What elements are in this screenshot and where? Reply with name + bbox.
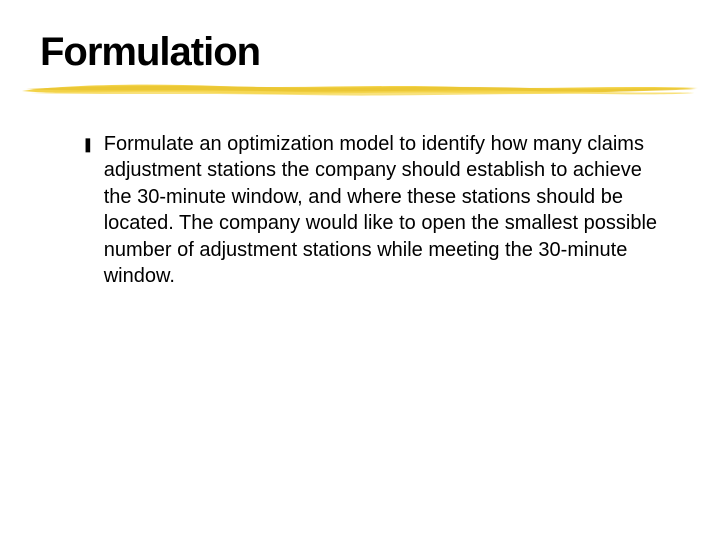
- slide: Formulation ❚ Formulate an optimization …: [0, 0, 720, 540]
- slide-title: Formulation: [40, 30, 680, 75]
- title-underline: [40, 83, 680, 103]
- body-content: ❚ Formulate an optimization model to ide…: [40, 131, 680, 289]
- brush-underline-icon: [20, 77, 720, 103]
- bullet-text: Formulate an optimization model to ident…: [104, 131, 664, 289]
- bullet-icon: ❚: [82, 136, 94, 153]
- bullet-item: ❚ Formulate an optimization model to ide…: [82, 131, 680, 289]
